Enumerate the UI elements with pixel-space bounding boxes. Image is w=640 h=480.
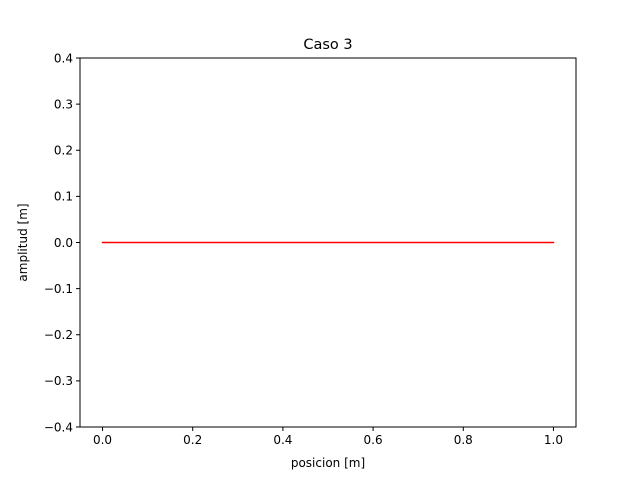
y-tick-label: −0.2	[44, 328, 73, 342]
x-axis-label: posicion [m]	[291, 456, 365, 470]
x-tick-label: 0.8	[454, 433, 473, 447]
chart-title: Caso 3	[303, 37, 352, 53]
y-tick-label: 0.1	[54, 190, 73, 204]
x-tick-label: 0.6	[364, 433, 383, 447]
y-tick-label: −0.3	[44, 374, 73, 388]
x-tick-label: 0.4	[273, 433, 292, 447]
x-tick-label: 0.0	[93, 433, 112, 447]
y-axis-ticks: −0.4 −0.3 −0.2 −0.1 0.0 0.1 0.2 0.3 0.4	[44, 51, 80, 434]
y-tick-label: 0.2	[54, 144, 73, 158]
x-tick-label: 0.2	[183, 433, 202, 447]
x-axis-ticks: 0.0 0.2 0.4 0.6 0.8 1.0	[93, 427, 563, 447]
y-tick-label: 0.0	[54, 236, 73, 250]
x-tick-label: 1.0	[544, 433, 563, 447]
y-axis-label: amplitud [m]	[16, 203, 30, 281]
y-tick-label: −0.1	[44, 282, 73, 296]
y-tick-label: −0.4	[44, 420, 73, 434]
y-tick-label: 0.4	[54, 51, 73, 65]
y-tick-label: 0.3	[54, 97, 73, 111]
